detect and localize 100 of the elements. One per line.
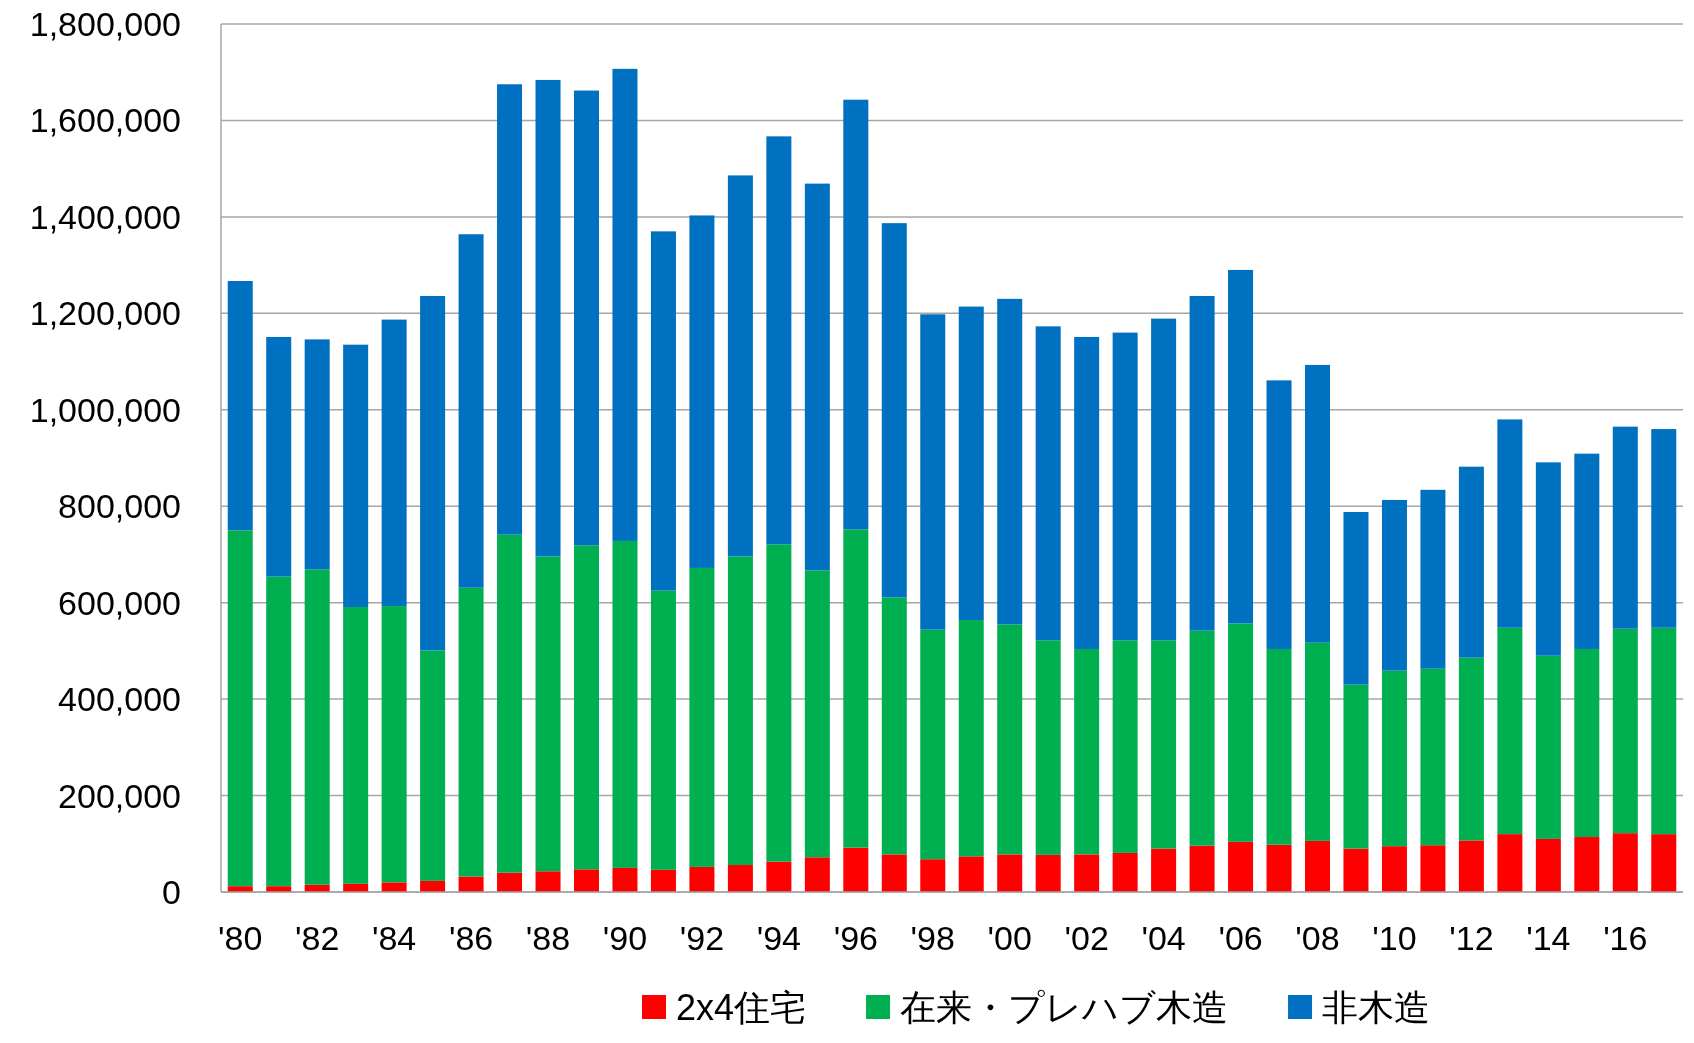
bar bbox=[266, 336, 292, 577]
bar bbox=[343, 344, 369, 608]
bar bbox=[843, 847, 869, 892]
x-tick-label: '84 bbox=[371, 919, 417, 957]
x-tick-label: '10 bbox=[1372, 919, 1417, 957]
bar bbox=[881, 597, 907, 855]
bar bbox=[920, 859, 946, 892]
bar bbox=[1189, 295, 1215, 631]
x-tick-label: '08 bbox=[1295, 919, 1340, 957]
bar bbox=[1074, 854, 1100, 892]
bar bbox=[304, 339, 330, 570]
bar bbox=[1458, 840, 1484, 892]
bar bbox=[612, 68, 638, 541]
bar bbox=[958, 856, 984, 892]
y-tick-label: 1,800,000 bbox=[29, 5, 181, 43]
legend-label: 2x4住宅 bbox=[676, 986, 807, 1028]
bar bbox=[1112, 852, 1138, 892]
bar bbox=[343, 607, 369, 884]
bar bbox=[1305, 840, 1331, 892]
bar bbox=[997, 624, 1023, 855]
bar bbox=[1381, 670, 1407, 847]
bar bbox=[1651, 429, 1677, 628]
bar bbox=[650, 590, 676, 870]
bar bbox=[689, 567, 715, 867]
x-tick-label: '02 bbox=[1064, 919, 1109, 957]
bar bbox=[1381, 499, 1407, 671]
x-tick-label: '96 bbox=[833, 919, 878, 957]
bar bbox=[1151, 318, 1177, 641]
bar bbox=[1343, 512, 1369, 685]
bar bbox=[958, 620, 984, 857]
bar bbox=[1497, 834, 1523, 892]
bar bbox=[1612, 426, 1638, 629]
bar bbox=[1305, 364, 1331, 643]
y-tick-label: 600,000 bbox=[58, 583, 181, 622]
bar bbox=[920, 629, 946, 860]
bar bbox=[689, 215, 715, 568]
bar bbox=[1266, 648, 1292, 845]
bar bbox=[689, 866, 715, 892]
bar bbox=[535, 79, 561, 557]
bar bbox=[381, 606, 407, 883]
bar bbox=[381, 882, 407, 892]
bar bbox=[420, 650, 446, 881]
bar bbox=[1151, 848, 1177, 892]
bar bbox=[381, 319, 407, 607]
bar bbox=[766, 861, 792, 892]
bar bbox=[1574, 837, 1600, 892]
bar bbox=[1420, 489, 1446, 669]
y-tick-label: 1,200,000 bbox=[29, 294, 181, 333]
bar bbox=[1535, 462, 1561, 656]
bar bbox=[843, 99, 869, 530]
bar bbox=[304, 569, 330, 885]
bar bbox=[420, 880, 446, 892]
bar bbox=[1035, 640, 1061, 855]
bar bbox=[574, 869, 599, 892]
bar bbox=[1458, 657, 1484, 841]
bar bbox=[1189, 845, 1215, 892]
y-tick-label: 200,000 bbox=[58, 776, 181, 815]
bar bbox=[497, 534, 523, 873]
bar bbox=[1151, 640, 1177, 849]
x-tick-label: '06 bbox=[1218, 919, 1263, 957]
bar bbox=[727, 865, 753, 892]
bar bbox=[1651, 627, 1677, 835]
bar bbox=[1228, 269, 1254, 624]
bar bbox=[1458, 466, 1484, 658]
legend-label: 非木造 bbox=[1322, 986, 1431, 1028]
bar bbox=[1035, 854, 1061, 892]
y-tick-label: 400,000 bbox=[58, 680, 181, 719]
bar bbox=[727, 175, 753, 557]
bar bbox=[958, 306, 984, 621]
bar bbox=[727, 556, 753, 865]
bar bbox=[1035, 326, 1061, 641]
bar bbox=[804, 183, 830, 571]
x-tick-label: '00 bbox=[987, 919, 1032, 957]
bar bbox=[1266, 380, 1292, 649]
bar bbox=[1074, 648, 1100, 855]
bar bbox=[458, 587, 484, 877]
bar bbox=[458, 876, 484, 892]
x-tick-label: '90 bbox=[602, 919, 648, 957]
bar bbox=[1228, 623, 1254, 842]
bar bbox=[1305, 642, 1331, 841]
bar bbox=[1651, 834, 1677, 892]
bar bbox=[1612, 833, 1638, 892]
bar bbox=[574, 90, 599, 546]
x-tick-label: '80 bbox=[218, 919, 263, 957]
bar bbox=[612, 540, 638, 868]
bar bbox=[881, 223, 907, 598]
y-tick-label: 800,000 bbox=[58, 487, 181, 526]
y-tick-label: 1,400,000 bbox=[29, 197, 181, 236]
bar bbox=[612, 867, 638, 892]
bar bbox=[1381, 846, 1407, 892]
y-tick-label: 0 bbox=[162, 873, 181, 911]
bar bbox=[766, 544, 792, 862]
y-tick-label: 1,600,000 bbox=[29, 101, 181, 140]
x-tick-label: '88 bbox=[525, 919, 571, 957]
bar bbox=[1574, 648, 1600, 838]
bar bbox=[266, 576, 292, 887]
bar bbox=[1420, 845, 1446, 892]
x-tick-label: '92 bbox=[679, 919, 725, 957]
bar bbox=[1497, 419, 1523, 628]
bar bbox=[650, 231, 676, 591]
